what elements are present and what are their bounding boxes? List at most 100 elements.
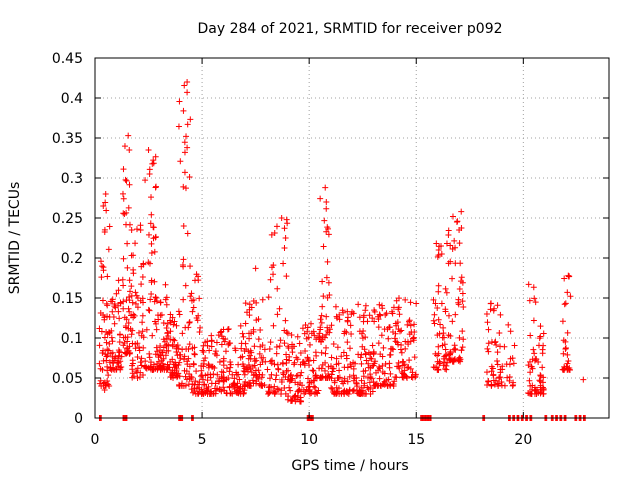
data-point: [366, 312, 373, 319]
data-point: [103, 207, 110, 214]
data-point: [407, 338, 414, 345]
data-point: [125, 319, 132, 326]
data-point: [181, 367, 188, 374]
data-point: [184, 121, 191, 128]
data-point: [286, 378, 293, 385]
data-point: [525, 390, 532, 397]
data-point: [186, 341, 193, 348]
data-point: [324, 224, 331, 231]
data-point: [561, 301, 568, 308]
data-point: [375, 324, 382, 331]
data-point: [143, 326, 150, 333]
data-point: [319, 333, 326, 340]
data-point: [437, 321, 444, 328]
data-point: [459, 298, 466, 305]
data-point: [196, 295, 203, 302]
data-point: [336, 367, 343, 374]
data-point: [119, 190, 126, 197]
data-point: [340, 309, 347, 316]
data-point: [370, 362, 377, 369]
data-point: [460, 304, 467, 311]
data-point: [162, 281, 169, 288]
data-point: [387, 370, 394, 377]
data-point: [308, 379, 315, 386]
data-point: [98, 328, 105, 335]
data-point: [458, 274, 465, 281]
data-point: [256, 350, 263, 357]
data-point: [208, 337, 215, 344]
data-point: [435, 343, 442, 350]
data-point: [266, 389, 273, 396]
data-point: [123, 221, 130, 228]
data-point: [379, 305, 386, 312]
data-point: [380, 380, 387, 387]
data-point: [180, 256, 187, 263]
data-point: [186, 318, 193, 325]
data-point: [183, 346, 190, 353]
data-point: [246, 352, 253, 359]
data-point: [109, 308, 116, 315]
data-point: [177, 355, 184, 362]
data-point: [149, 160, 156, 167]
data-point: [360, 368, 367, 375]
data-point: [328, 354, 335, 361]
axis-ticks: 0 0.05 0.1 0.15 0.2 0.25 0.3 0.35 0.4 0.45 0 5 10 15 2…: [52, 51, 609, 448]
plot-border: [94, 57, 610, 419]
data-point: [302, 321, 309, 328]
data-point: [120, 305, 127, 312]
data-point: [131, 312, 138, 319]
data-point: [267, 339, 274, 346]
data-point: [269, 357, 276, 364]
data-point: [382, 360, 389, 367]
data-point: [320, 243, 327, 250]
y-tick-label: 0.15: [52, 291, 83, 307]
data-point: [392, 330, 399, 337]
data-point: [277, 337, 284, 344]
data-point: [459, 328, 466, 335]
data-point: [404, 321, 411, 328]
data-point: [537, 390, 544, 397]
data-point: [270, 322, 277, 329]
data-point: [317, 326, 324, 333]
data-point: [223, 365, 230, 372]
data-point: [264, 366, 271, 373]
data-point: [539, 379, 546, 386]
data-point: [348, 330, 355, 337]
data-point: [232, 345, 239, 352]
data-point: [148, 290, 155, 297]
data-point: [187, 116, 194, 123]
data-point: [531, 350, 538, 357]
data-point: [562, 338, 569, 345]
data-point: [220, 369, 227, 376]
data-point: [438, 251, 445, 258]
data-point: [297, 372, 304, 379]
data-point: [317, 195, 324, 202]
data-point: [247, 347, 254, 354]
data-point: [435, 316, 442, 323]
data-point: [317, 374, 324, 381]
data-point: [331, 390, 338, 397]
data-point: [195, 277, 202, 284]
data-point: [323, 313, 330, 320]
data-point: [402, 338, 409, 345]
data-point: [167, 317, 174, 324]
data-point: [177, 158, 184, 165]
data-point: [362, 351, 369, 358]
data-point: [281, 225, 288, 232]
data-point: [507, 355, 514, 362]
data-point: [236, 376, 243, 383]
data-point: [184, 230, 191, 237]
data-point: [406, 357, 413, 364]
data-point: [364, 374, 371, 381]
data-point: [430, 296, 437, 303]
data-point: [115, 277, 122, 284]
data-point: [237, 385, 244, 392]
data-point: [121, 143, 128, 150]
data-point: [230, 382, 237, 389]
data-point: [540, 385, 547, 392]
data-point: [344, 314, 351, 321]
data-point: [186, 319, 193, 326]
data-point: [126, 181, 133, 188]
data-point: [148, 250, 155, 257]
